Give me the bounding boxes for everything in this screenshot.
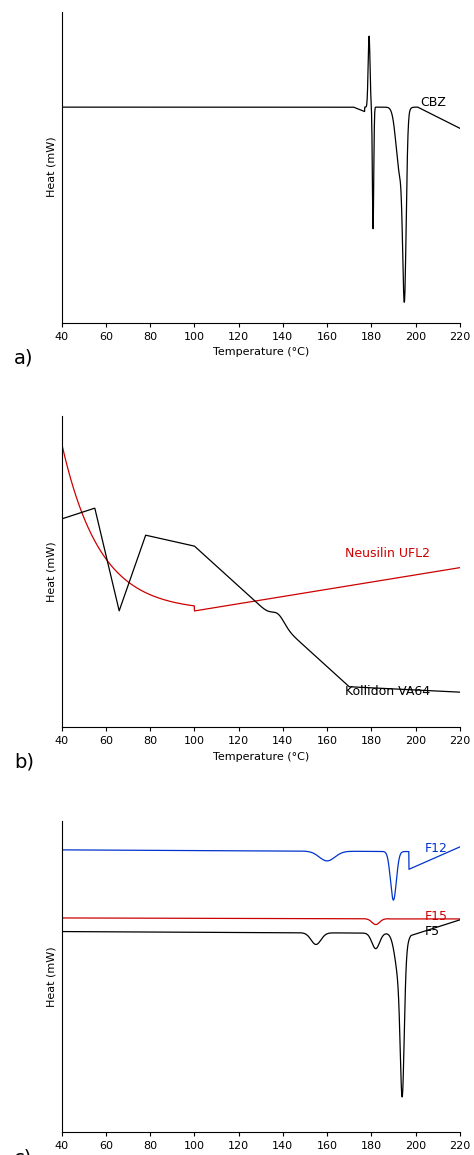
Text: Neusilin UFL2: Neusilin UFL2 — [345, 546, 430, 560]
Y-axis label: Heat (mW): Heat (mW) — [46, 136, 56, 198]
Text: F5: F5 — [424, 925, 439, 939]
Y-axis label: Heat (mW): Heat (mW) — [46, 542, 56, 602]
X-axis label: Temperature (°C): Temperature (°C) — [212, 752, 309, 762]
Text: F12: F12 — [424, 842, 447, 855]
Text: b): b) — [14, 753, 34, 772]
Text: CBZ: CBZ — [420, 96, 446, 110]
X-axis label: Temperature (°C): Temperature (°C) — [212, 348, 309, 357]
Text: a): a) — [14, 348, 33, 367]
Y-axis label: Heat (mW): Heat (mW) — [46, 946, 56, 1007]
Text: F15: F15 — [424, 910, 447, 923]
Text: c): c) — [14, 1148, 32, 1155]
Text: Kollidon VA64: Kollidon VA64 — [345, 685, 430, 698]
